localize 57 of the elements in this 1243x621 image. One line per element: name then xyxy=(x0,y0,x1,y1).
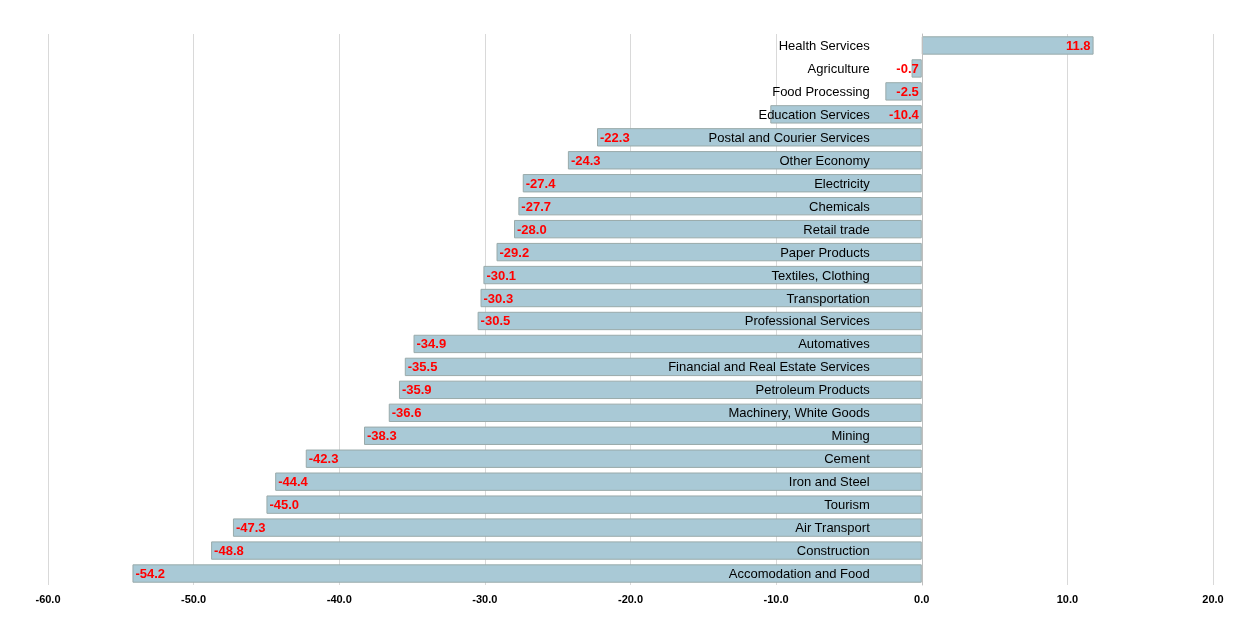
data-label: -42.3 xyxy=(308,451,339,467)
y-tick-label: Financial and Real Estate Services xyxy=(668,359,871,375)
x-tick-label: -40.0 xyxy=(326,592,352,605)
x-tick-label: 0.0 xyxy=(914,592,930,605)
data-label: -36.6 xyxy=(391,405,422,421)
data-label: -44.4 xyxy=(278,474,309,490)
data-label: -34.9 xyxy=(416,336,447,352)
y-tick-label: Iron and Steel xyxy=(788,474,870,490)
data-label: -10.4 xyxy=(889,106,920,122)
y-tick-label: Machinery, White Goods xyxy=(728,405,871,421)
data-label: 11.8 xyxy=(1065,37,1091,53)
x-tick-label: -20.0 xyxy=(617,592,644,605)
y-tick-label: Chemicals xyxy=(809,198,871,214)
y-tick-label: Retail trade xyxy=(803,221,870,237)
y-tick-label: Paper Products xyxy=(780,244,871,260)
x-tick-label: 20.0 xyxy=(1202,592,1224,605)
data-label: -47.3 xyxy=(235,520,266,536)
y-tick-label: Agriculture xyxy=(807,60,870,76)
y-tick-label: Professional Services xyxy=(744,313,871,329)
y-tick-label: Air Transport xyxy=(795,520,871,536)
y-tick-label: Other Economy xyxy=(779,152,871,168)
x-tick-label: -30.0 xyxy=(472,592,498,605)
data-label: -30.5 xyxy=(480,313,511,329)
data-label: -27.7 xyxy=(521,198,552,214)
y-tick-label: Education Services xyxy=(758,106,871,122)
x-tick-label: -10.0 xyxy=(763,592,789,605)
data-label: -0.7 xyxy=(896,60,919,76)
data-label: -45.0 xyxy=(269,497,300,513)
y-tick-label: Accomodation and Food xyxy=(728,566,870,582)
y-tick-label: Tourism xyxy=(824,497,870,513)
y-tick-label: Food Processing xyxy=(772,83,870,99)
data-label: -35.9 xyxy=(401,382,432,398)
data-label: -38.3 xyxy=(367,428,397,444)
data-label: -24.3 xyxy=(570,152,601,168)
y-tick-label: Automatives xyxy=(798,336,871,352)
data-label: -28.0 xyxy=(517,221,547,237)
data-label: -35.5 xyxy=(407,359,438,375)
data-label: -22.3 xyxy=(600,129,630,145)
y-tick-label: Health Services xyxy=(778,37,871,53)
y-tick-label: Transportation xyxy=(786,290,870,306)
data-label: -2.5 xyxy=(896,83,919,99)
data-label: -30.1 xyxy=(486,267,517,283)
data-label: -48.8 xyxy=(214,543,244,559)
y-tick-label: Postal and Courier Services xyxy=(708,129,871,145)
data-label: -27.4 xyxy=(525,175,557,191)
y-tick-label: Mining xyxy=(831,428,870,444)
data-label: -29.2 xyxy=(499,244,530,260)
y-tick-label: Textiles, Clothing xyxy=(771,267,870,283)
y-tick-label: Petroleum Products xyxy=(755,382,871,398)
y-tick-label: Construction xyxy=(796,543,870,559)
y-tick-label: Electricity xyxy=(814,175,871,191)
data-label: -30.3 xyxy=(483,290,514,306)
x-tick-label: -60.0 xyxy=(35,592,61,605)
y-tick-label: Cement xyxy=(824,451,871,467)
x-tick-label: 10.0 xyxy=(1056,592,1079,605)
data-label: -54.2 xyxy=(135,566,166,582)
x-tick-label: -50.0 xyxy=(181,592,207,605)
